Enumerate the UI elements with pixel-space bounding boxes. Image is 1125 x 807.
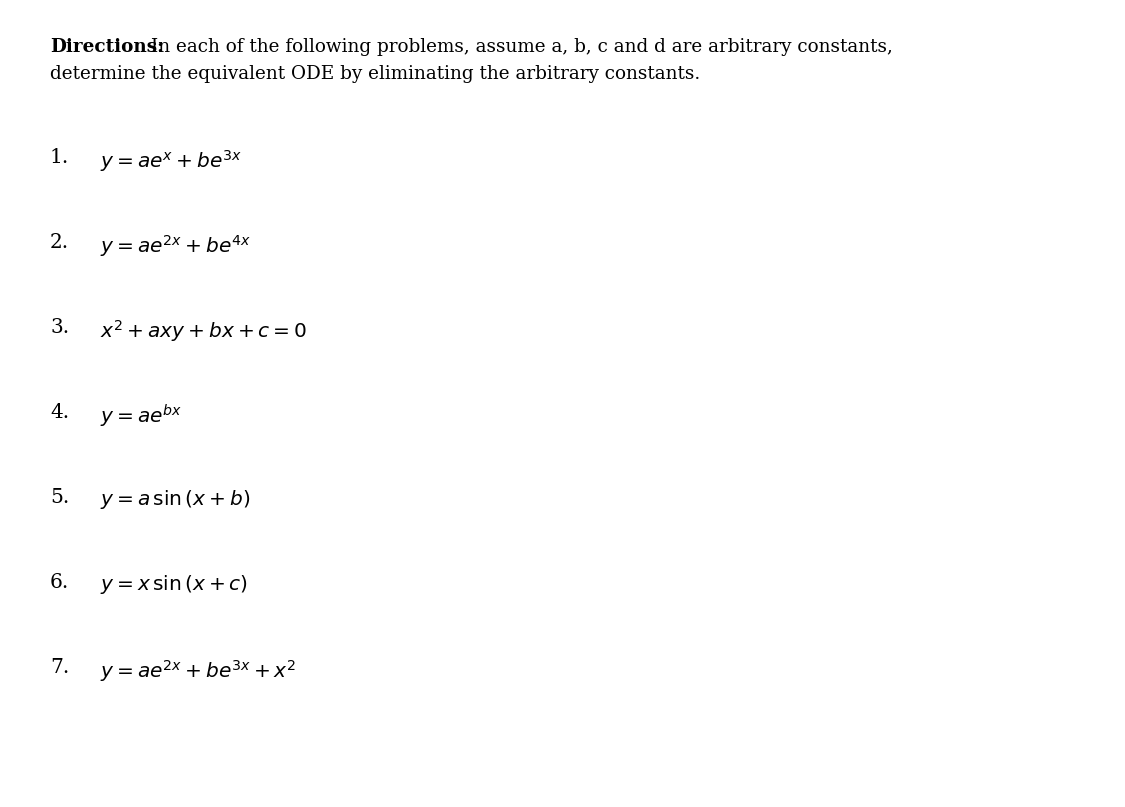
Text: 5.: 5.	[50, 488, 70, 507]
Text: Directions:: Directions:	[50, 38, 164, 56]
Text: $y = ae^{x} + be^{3x}$: $y = ae^{x} + be^{3x}$	[100, 148, 242, 174]
Text: $y = a\,\mathrm{sin}\,(x + b)$: $y = a\,\mathrm{sin}\,(x + b)$	[100, 488, 250, 511]
Text: $y = ae^{2x} + be^{3x} + x^{2}$: $y = ae^{2x} + be^{3x} + x^{2}$	[100, 658, 296, 684]
Text: 1.: 1.	[50, 148, 70, 167]
Text: $y = x\,\mathrm{sin}\,(x + c)$: $y = x\,\mathrm{sin}\,(x + c)$	[100, 573, 249, 596]
Text: 4.: 4.	[50, 403, 69, 422]
Text: $x^{2} + axy + bx + c = 0$: $x^{2} + axy + bx + c = 0$	[100, 318, 307, 344]
Text: 6.: 6.	[50, 573, 70, 592]
Text: 7.: 7.	[50, 658, 70, 677]
Text: 2.: 2.	[50, 233, 69, 252]
Text: 3.: 3.	[50, 318, 69, 337]
Text: In each of the following problems, assume a, b, c and d are arbitrary constants,: In each of the following problems, assum…	[145, 38, 893, 56]
Text: $y = ae^{bx}$: $y = ae^{bx}$	[100, 403, 182, 430]
Text: determine the equivalent ODE by eliminating the arbitrary constants.: determine the equivalent ODE by eliminat…	[50, 65, 700, 83]
Text: $y = ae^{2x} + be^{4x}$: $y = ae^{2x} + be^{4x}$	[100, 233, 251, 259]
